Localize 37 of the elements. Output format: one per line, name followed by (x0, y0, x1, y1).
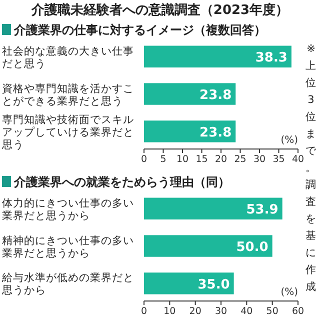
x-tick-label: 5 (160, 154, 166, 165)
x-tick-label: 60 (292, 306, 304, 317)
data-label: 23.8 (200, 88, 232, 103)
x-tick-label: 10 (176, 154, 189, 165)
bar (144, 272, 234, 294)
data-label: 35.0 (198, 277, 230, 292)
chart-subtitle: 介護業界への就業をためらう理由（同） (13, 175, 230, 189)
x-tick-label: 0 (140, 306, 148, 317)
x-tick-label: 15 (196, 154, 208, 165)
x-tick-label: 50 (266, 306, 278, 317)
x-tick-label: 30 (214, 306, 228, 317)
x-tick-label: 10 (164, 306, 176, 317)
y-tick-label: 体力的にきつい仕事の多い業界だと思うから (2, 196, 134, 222)
x-tick-label: 25 (234, 154, 246, 165)
x-tick-label: 20 (189, 306, 202, 317)
chart-title: 介護職未経験者への意識調査（2023年度） (30, 2, 289, 18)
text: ※上位3位まで。調査を基に作成 (306, 43, 316, 293)
y-tick-label: 精神的にきつい仕事の多い業界だと思うから (2, 234, 134, 260)
y-tick-label: 専門知識や技術面でスキルアップしていける業界だと思う (1, 112, 134, 151)
y-tick-label: 社会的な意義の大きい仕事だと思う (2, 44, 134, 70)
x-tick-label: 35 (272, 154, 285, 165)
y-tick-label: 資格や専門知識を活かすことができる業界だと思う (2, 82, 134, 108)
x-tick-label: 20 (214, 154, 228, 165)
data-label: 53.9 (246, 202, 278, 218)
y-tick-label: 給与水準が低めの業界だと思うから (1, 271, 134, 297)
x-tick-label: 40 (292, 154, 304, 165)
x-tick-label: 30 (253, 154, 266, 165)
x-tick-label: 40 (240, 306, 253, 317)
data-label: 38.3 (255, 50, 288, 66)
bar (144, 198, 282, 220)
chart-subtitle: 介護業界の仕事に対するイメージ（複数回答） (13, 23, 266, 37)
x-axis-title: (%) (280, 135, 298, 146)
x-axis-title: (%) (280, 287, 298, 298)
bar (144, 235, 272, 257)
data-label: 23.8 (200, 125, 232, 140)
data-label: 50.0 (236, 240, 268, 255)
x-tick-label: 0 (140, 154, 148, 165)
